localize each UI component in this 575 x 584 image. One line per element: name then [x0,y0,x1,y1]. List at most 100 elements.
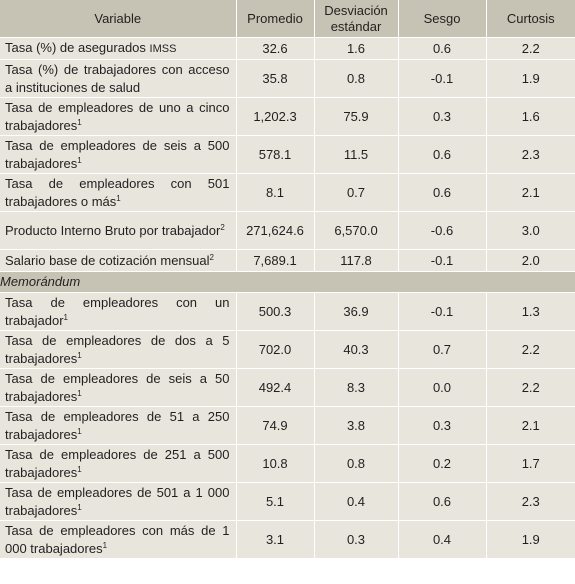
cell-curtosis: 1.3 [485,292,575,331]
cell-sesgo: 0.6 [397,482,486,521]
cell-promedio: 7,689.1 [235,249,314,272]
header-curtosis: Curtosis [485,0,575,38]
row-label: Tasa de empleadores de seis a 500 trabaj… [0,135,236,174]
footnote-mark: 1 [77,502,82,512]
cell-sesgo: 0.0 [397,368,486,407]
table-row: Tasa de empleadores con un trabajador1 5… [0,292,575,331]
cell-promedio: 3.1 [235,520,314,558]
table-row: Tasa de empleadores con 501 trabajadores… [0,173,575,212]
cell-curtosis: 2.1 [485,406,575,445]
row-label: Salario base de cotización mensual2 [0,249,236,272]
cell-promedio: 32.6 [235,37,314,60]
cell-desviacion: 8.3 [313,368,398,407]
cell-curtosis: 2.0 [485,249,575,272]
cell-sesgo: 0.7 [397,330,486,369]
cell-desviacion: 0.8 [313,59,398,98]
cell-sesgo: 0.3 [397,406,486,445]
row-label: Tasa de empleadores con un trabajador1 [0,292,236,331]
cell-desviacion: 11.5 [313,135,398,174]
cell-desviacion: 75.9 [313,97,398,136]
cell-desviacion: 0.4 [313,482,398,521]
cell-curtosis: 2.2 [485,37,575,60]
table-row: Tasa de empleadores de 51 a 250 trabajad… [0,406,575,445]
row-label: Tasa de empleadores de seis a 50 trabaja… [0,368,236,407]
header-variable: Variable [0,0,236,38]
cell-desviacion: 6,570.0 [313,211,398,250]
row-label: Producto Interno Bruto por trabajador2 [0,211,236,250]
footnote-mark: 1 [77,426,82,436]
cell-curtosis: 1.9 [485,59,575,98]
cell-desviacion: 40.3 [313,330,398,369]
cell-curtosis: 3.0 [485,211,575,250]
cell-sesgo: 0.3 [397,97,486,136]
cell-desviacion: 0.7 [313,173,398,212]
table-row: Tasa de empleadores de uno a cinco traba… [0,97,575,136]
cell-desviacion: 0.8 [313,444,398,483]
cell-promedio: 8.1 [235,173,314,212]
header-row: Variable Promedio Desviación estándar Se… [0,0,575,38]
cell-curtosis: 2.3 [485,135,575,174]
cell-promedio: 10.8 [235,444,314,483]
header-desviacion: Desviación estándar [313,0,398,38]
cell-sesgo: -0.1 [397,292,486,331]
cell-curtosis: 1.7 [485,444,575,483]
footnote-mark: 1 [77,155,82,165]
footnote-mark: 2 [220,222,225,232]
table-row: Salario base de cotización mensual2 7,68… [0,249,575,272]
cell-sesgo: -0.1 [397,249,486,272]
row-label: Tasa (%) de asegurados IMSS [0,37,236,60]
table-row: Tasa de empleadores con más de 1 000 tra… [0,520,575,558]
cell-promedio: 74.9 [235,406,314,445]
cell-curtosis: 2.2 [485,330,575,369]
cell-desviacion: 0.3 [313,520,398,558]
cell-curtosis: 1.6 [485,97,575,136]
cell-curtosis: 2.3 [485,482,575,521]
cell-promedio: 35.8 [235,59,314,98]
cell-curtosis: 1.9 [485,520,575,558]
cell-sesgo: -0.1 [397,59,486,98]
memorandum-label: Memorándum [0,271,575,293]
header-promedio: Promedio [235,0,314,38]
table-row: Producto Interno Bruto por trabajador2 2… [0,211,575,250]
row-label: Tasa de empleadores de uno a cinco traba… [0,97,236,136]
footnote-mark: 1 [77,350,82,360]
cell-sesgo: -0.6 [397,211,486,250]
cell-sesgo: 0.4 [397,520,486,558]
cell-desviacion: 3.8 [313,406,398,445]
cell-curtosis: 2.2 [485,368,575,407]
row-label: Tasa (%) de trabajadores con acceso a in… [0,59,236,98]
footnote-mark: 2 [209,252,214,262]
row-label: Tasa de empleadores con 501 trabajadores… [0,173,236,212]
cell-promedio: 5.1 [235,482,314,521]
cell-desviacion: 1.6 [313,37,398,60]
row-label: Tasa de empleadores de 51 a 250 trabajad… [0,406,236,445]
table-row: Tasa de empleadores de seis a 500 trabaj… [0,135,575,174]
cell-promedio: 1,202.3 [235,97,314,136]
footnote-mark: 1 [77,117,82,127]
cell-sesgo: 0.2 [397,444,486,483]
row-label: Tasa de empleadores de 501 a 1 000 traba… [0,482,236,521]
table-row: Tasa de empleadores de 501 a 1 000 traba… [0,482,575,521]
cell-promedio: 702.0 [235,330,314,369]
cell-desviacion: 117.8 [313,249,398,272]
cell-promedio: 492.4 [235,368,314,407]
cell-desviacion: 36.9 [313,292,398,331]
row-label: Tasa de empleadores de 251 a 500 trabaja… [0,444,236,483]
cell-sesgo: 0.6 [397,173,486,212]
cell-promedio: 500.3 [235,292,314,331]
footnote-mark: 1 [102,540,108,550]
header-sesgo: Sesgo [397,0,486,38]
footnote-mark: 1 [116,193,121,203]
table-row: Tasa de empleadores de dos a 5 trabajado… [0,330,575,369]
footnote-mark: 1 [63,312,68,322]
row-label: Tasa de empleadores de dos a 5 trabajado… [0,330,236,369]
cell-sesgo: 0.6 [397,37,486,60]
table-row: Tasa (%) de trabajadores con acceso a in… [0,59,575,98]
row-label: Tasa de empleadores con más de 1 000 tra… [0,520,236,558]
statistics-table: Variable Promedio Desviación estándar Se… [0,0,575,558]
cell-curtosis: 2.1 [485,173,575,212]
cell-promedio: 271,624.6 [235,211,314,250]
table-row: Tasa de empleadores de seis a 50 trabaja… [0,368,575,407]
memorandum-row: Memorándum [0,271,575,293]
footnote-mark: 1 [77,388,82,398]
